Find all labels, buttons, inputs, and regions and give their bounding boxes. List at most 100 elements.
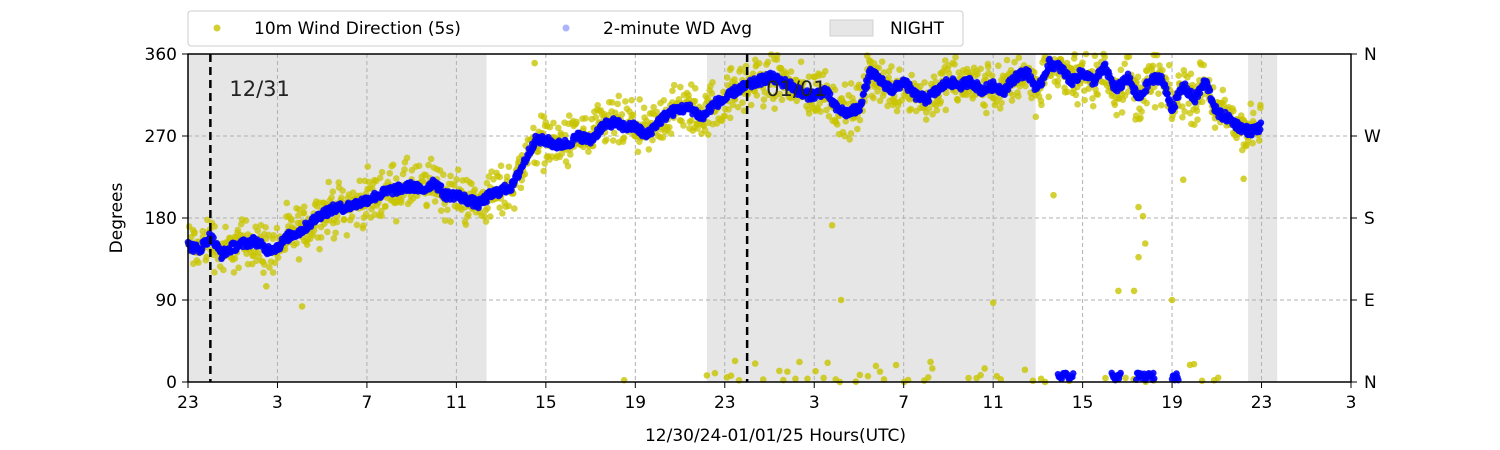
wind-direction-point [825, 113, 833, 120]
wind-direction-point [636, 96, 643, 103]
x-tick-label: 7 [898, 393, 909, 413]
wind-direction-point [316, 245, 323, 253]
wind-direction-point [872, 362, 880, 370]
wind-direction-point [847, 80, 855, 87]
wind-direction-point [333, 218, 341, 226]
wind-direction-point [805, 73, 813, 80]
legend-marker [562, 24, 570, 32]
wind-direction-point [1151, 103, 1159, 111]
wind-direction-point [540, 113, 548, 121]
wind-direction-point [230, 269, 238, 276]
wind-direction-point [729, 101, 737, 109]
wind-direction-point [1153, 51, 1161, 59]
wind-direction-point [531, 59, 538, 67]
wind-direction-point [353, 221, 361, 229]
wind-direction-point [723, 74, 731, 81]
wind-direction-point [231, 255, 239, 262]
wind-direction-avg-point [1196, 89, 1204, 97]
wind-direction-point [317, 234, 325, 241]
wind-direction-point [1219, 86, 1227, 94]
wind-direction-point [339, 187, 346, 195]
wind-direction-point [565, 112, 573, 119]
wind-direction-point [933, 106, 941, 114]
wind-direction-point [917, 82, 924, 90]
wind-direction-point [977, 65, 984, 73]
x-axis-title: 12/30/24-01/01/25 Hours(UTC) [645, 426, 906, 446]
wind-direction-point [864, 372, 872, 380]
day-marker-layer: 12/31 01/01 [209, 54, 827, 382]
x-tick-label: 7 [362, 393, 373, 413]
wind-direction-point [981, 102, 989, 109]
wind-direction-point [994, 62, 1002, 69]
y-tick-label: 90 [155, 291, 177, 311]
y-tick-label: 180 [145, 209, 177, 229]
wind-direction-point [288, 217, 295, 224]
wind-direction-point [496, 173, 503, 181]
wind-direction-avg-point [1101, 60, 1109, 68]
wind-direction-point [699, 121, 707, 129]
wind-direction-point [1037, 97, 1045, 105]
wind-direction-avg-point [1191, 98, 1199, 106]
wind-direction-point [273, 224, 281, 232]
wind-direction-point [1022, 82, 1029, 90]
wind-direction-point [751, 360, 759, 367]
wind-direction-avg-point [859, 98, 866, 105]
wind-direction-point [764, 58, 772, 66]
wind-direction-point [324, 228, 331, 236]
wind-direction-point [1221, 96, 1229, 104]
wind-direction-point [1255, 137, 1263, 144]
x-tick-label: 23 [1251, 393, 1273, 413]
wind-direction-avg-point [648, 130, 655, 138]
wind-direction-point [760, 103, 767, 110]
wind-direction-point [487, 213, 494, 220]
wind-direction-avg-point [1132, 86, 1139, 93]
wind-direction-point [471, 186, 479, 193]
y-tick-label: 360 [145, 45, 177, 65]
wind-direction-point [1074, 101, 1081, 108]
wind-direction-avg-point [1171, 103, 1179, 111]
wind-direction-point [453, 176, 460, 183]
wind-direction-point [550, 119, 557, 127]
wind-direction-point [876, 368, 884, 375]
wind-direction-point [640, 104, 648, 112]
wind-direction-point [784, 368, 791, 375]
wind-direction-point [1247, 100, 1255, 108]
wind-direction-point [1008, 97, 1016, 104]
wind-direction-point [1211, 124, 1219, 131]
wind-direction-point [996, 105, 1004, 112]
wind-direction-point [592, 114, 600, 121]
wind-direction-point [870, 94, 877, 102]
wind-direction-point [614, 100, 621, 108]
wind-direction-point [203, 253, 210, 261]
wind-direction-point [392, 218, 400, 225]
wind-direction-point [562, 131, 569, 139]
wind-direction-point [266, 264, 273, 271]
x-tick-label: 23 [714, 393, 736, 413]
wind-direction-point [222, 223, 229, 231]
wind-direction-point [465, 211, 472, 218]
wind-direction-avg-point [1206, 87, 1214, 94]
wind-direction-point [1141, 240, 1149, 247]
x-tick-label: 3 [1346, 393, 1357, 413]
wind-direction-point [1111, 101, 1119, 109]
wind-direction-point [393, 175, 400, 182]
wind-direction-point [555, 124, 562, 132]
wind-direction-point [645, 146, 653, 153]
wind-direction-point [988, 72, 996, 79]
wind-direction-point [1149, 62, 1157, 70]
wind-direction-point [1155, 90, 1162, 97]
wind-direction-avg-point [826, 90, 834, 98]
wind-direction-point [564, 162, 572, 170]
wind-direction-point [952, 54, 959, 61]
wind-direction-point [954, 97, 962, 104]
wind-direction-point [300, 203, 308, 211]
wind-direction-point [688, 117, 695, 124]
wind-direction-point [386, 169, 394, 177]
wind-direction-point [924, 374, 932, 381]
x-axis-ticks: 23 3 7 11 15 19 23 3 7 11 15 19 23 3 [177, 382, 1356, 413]
wind-direction-point [1158, 101, 1165, 109]
wind-direction-point [450, 181, 458, 189]
x-tick-label: 15 [1072, 393, 1094, 413]
wind-direction-point [403, 154, 411, 162]
wind-direction-point [753, 92, 761, 99]
